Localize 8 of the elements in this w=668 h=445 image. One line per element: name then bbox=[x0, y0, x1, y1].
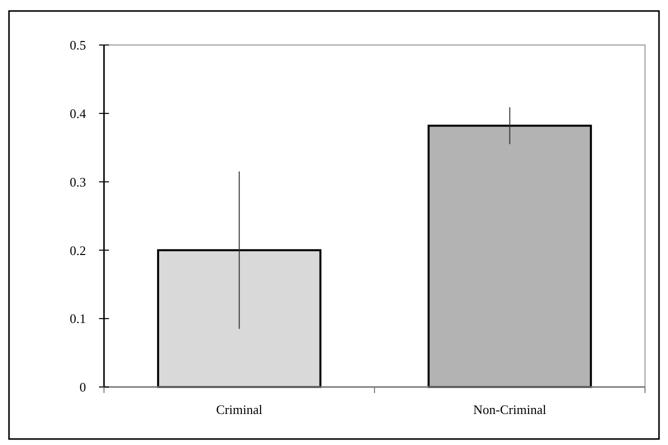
y-tick-label: 0.2 bbox=[70, 242, 86, 258]
y-tick-label: 0 bbox=[80, 380, 86, 395]
x-tick-label: Non-Criminal bbox=[473, 402, 547, 417]
y-tick-label: 0.4 bbox=[70, 106, 86, 121]
y-tick-label: 0.1 bbox=[70, 311, 86, 326]
y-tick-label: 0.3 bbox=[70, 174, 86, 190]
y-tick-label: 0.5 bbox=[70, 38, 86, 53]
x-tick-label: Criminal bbox=[216, 402, 263, 417]
